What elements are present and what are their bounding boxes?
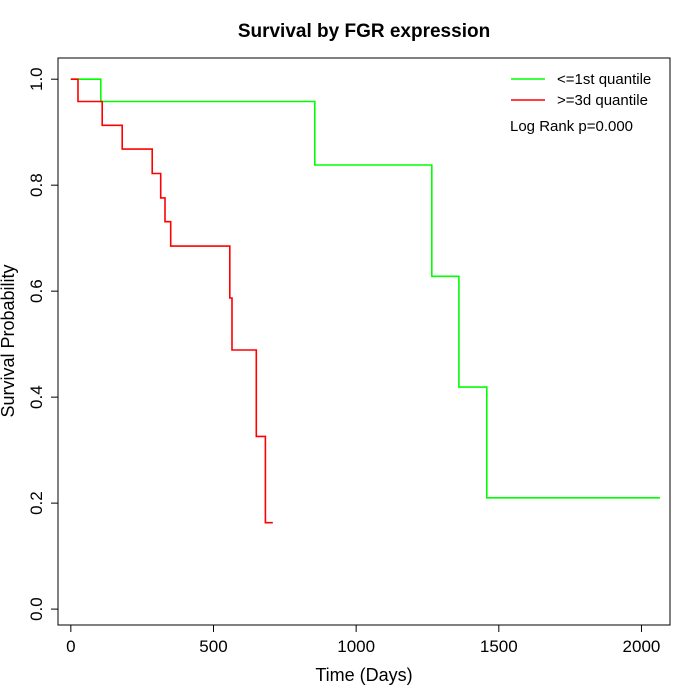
x-tick-label: 0 [66, 637, 75, 656]
x-axis-label: Time (Days) [315, 665, 412, 685]
legend-label: <=1st quantile [557, 71, 651, 88]
series-layer [70, 78, 660, 524]
y-tick-label: 1.0 [27, 67, 46, 91]
x-tick-label: 1000 [337, 637, 375, 656]
y-tick-label: 0.4 [27, 385, 46, 409]
x-tick-label: 1500 [480, 637, 518, 656]
series-line [70, 78, 660, 499]
y-tick-label: 0.2 [27, 491, 46, 515]
legend: <=1st quantile >=3d quantile [511, 71, 651, 109]
legend-label: >=3d quantile [557, 92, 648, 109]
y-tick-label: 0.6 [27, 279, 46, 303]
x-axis: 0 500 1000 1500 2000 [66, 624, 661, 656]
y-tick-label: 0.8 [27, 173, 46, 197]
y-tick-label: 0.0 [27, 597, 46, 621]
y-axis: 0.0 0.2 0.4 0.6 0.8 1.0 [27, 67, 59, 621]
y-axis-label: Survival Probability [0, 264, 18, 417]
series-line [70, 78, 273, 524]
x-tick-label: 2000 [623, 637, 661, 656]
log-rank-annotation: Log Rank p=0.000 [510, 118, 633, 135]
x-tick-label: 500 [199, 637, 227, 656]
chart-title: Survival by FGR expression [238, 21, 490, 42]
